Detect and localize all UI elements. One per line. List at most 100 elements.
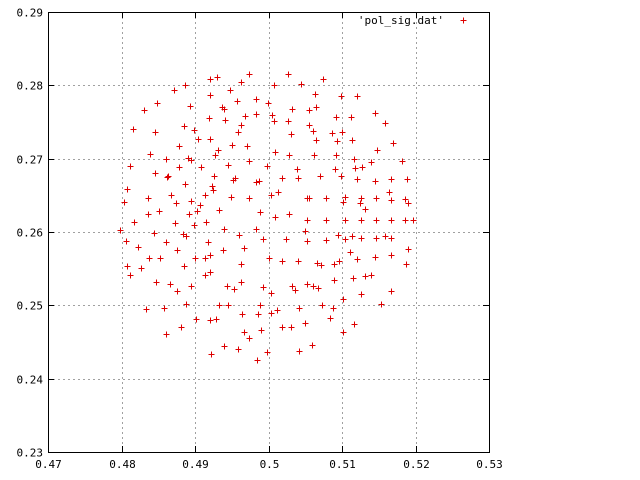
data-point [163,156,170,163]
data-point [294,166,301,173]
data-point [288,131,295,138]
data-point [348,114,355,121]
data-point [220,247,227,254]
data-point [257,302,264,309]
data-point [173,200,180,207]
data-point [246,335,253,342]
data-point [235,346,242,353]
data-point [342,194,349,201]
x-tick-label: 0.49 [182,458,209,471]
data-point [304,195,311,202]
data-point [207,252,214,259]
data-point [268,192,275,199]
data-point [402,217,409,224]
data-point [239,311,246,318]
data-point [207,136,214,143]
data-point [373,235,380,242]
data-point [157,255,164,262]
data-point [268,310,275,317]
data-point [225,162,232,169]
data-point [124,263,131,270]
data-point [192,255,199,262]
legend-marker-plus [460,17,467,24]
data-point [181,123,188,130]
data-point [146,255,153,262]
data-point [211,173,218,180]
data-point [357,200,364,207]
data-point [266,255,273,262]
axes [48,12,490,453]
data-point [318,262,325,269]
data-point [372,254,379,261]
data-point [215,147,222,154]
x-tick-label: 0.5 [260,458,280,471]
x-tick-label: 0.47 [35,458,62,471]
data-point [145,211,152,218]
data-point [310,283,317,290]
data-point [174,288,181,295]
data-point [191,127,198,134]
data-point [225,302,232,309]
data-point [181,263,188,270]
data-point [264,349,271,356]
data-point [221,226,228,233]
y-tick-label: 0.27 [17,154,44,167]
data-point [323,237,330,244]
data-point [333,152,340,159]
x-tick-label: 0.52 [403,458,430,471]
data-point [168,192,175,199]
data-point [304,281,311,288]
data-point [372,110,379,117]
data-point [373,195,380,202]
data-point [410,217,417,224]
y-tick-label: 0.23 [17,447,44,460]
data-point [313,137,320,144]
data-point [338,93,345,100]
data-point [327,315,334,322]
data-point [222,117,229,124]
data-point [253,111,260,118]
data-point [183,301,190,308]
data-point [127,272,134,279]
data-point [182,181,189,188]
data-point [141,107,148,114]
y-tick-label: 0.26 [17,227,44,240]
data-point [229,142,236,149]
data-point [349,233,356,240]
data-point [228,194,235,201]
data-point [340,296,347,303]
data-point [351,156,358,163]
data-point [302,320,309,327]
data-point [224,283,231,290]
data-point [274,307,281,314]
data-point [164,174,171,181]
data-point [205,239,212,246]
data-point [163,331,170,338]
data-point [235,129,242,136]
data-point [253,226,260,233]
y-tick-label: 0.24 [17,374,44,387]
data-point [289,283,296,290]
data-point [258,327,265,334]
data-point [188,198,195,205]
data-point [388,252,395,259]
data-point [304,238,311,245]
data-point [279,175,286,182]
data-point [306,122,313,129]
data-point [253,96,260,103]
data-point [186,211,193,218]
data-point [214,74,221,81]
data-point [241,329,248,336]
data-point [323,195,330,202]
data-point [388,217,395,224]
data-point [338,173,345,180]
data-point [156,208,163,215]
data-point [127,163,134,170]
data-point [208,351,215,358]
data-point [334,138,341,145]
data-point [207,317,214,324]
data-point [323,217,330,224]
data-point [197,202,204,209]
grid-lines [48,12,489,452]
